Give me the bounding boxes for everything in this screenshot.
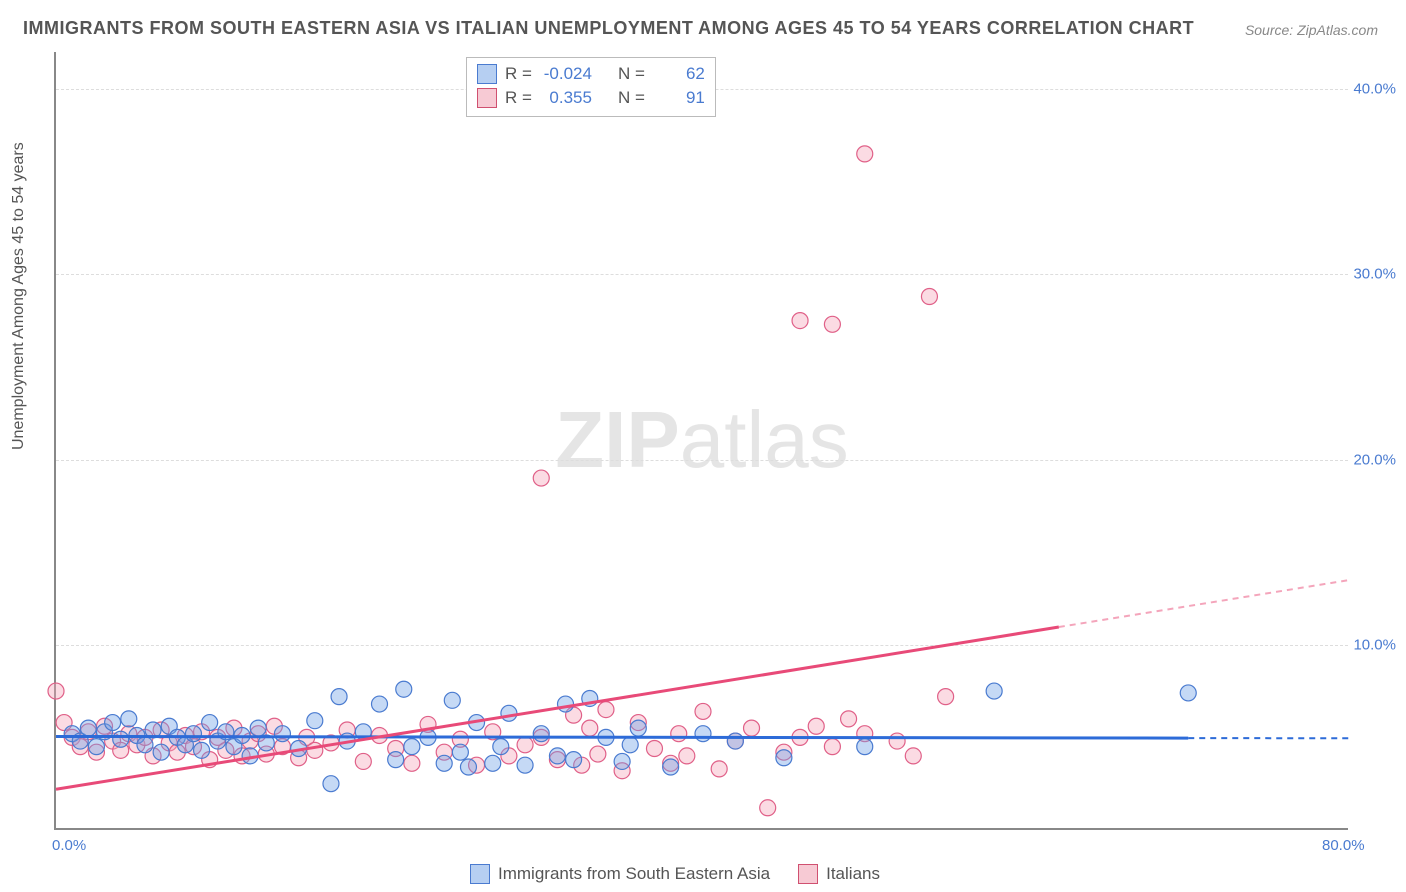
stat-r-val: -0.024 [540,62,592,86]
chart-title: IMMIGRANTS FROM SOUTH EASTERN ASIA VS IT… [23,18,1194,39]
x-tick-label: 0.0% [52,837,86,854]
swatch-pink-icon [477,88,497,108]
stat-n-val: 91 [653,86,705,110]
swatch-blue-icon [477,64,497,84]
stat-r-label: R = [505,86,532,110]
bottom-legend: Immigrants from South Eastern Asia Itali… [470,864,880,884]
stat-r-val: 0.355 [540,86,592,110]
y-tick-label: 40.0% [1352,81,1396,98]
y-tick-label: 20.0% [1352,451,1396,468]
y-tick-label: 30.0% [1352,266,1396,283]
stat-r-label: R = [505,62,532,86]
stats-row: R = -0.024 N = 62 [477,62,705,86]
stat-n-label: N = [618,62,645,86]
legend-label: Immigrants from South Eastern Asia [498,864,770,884]
stats-box: R = -0.024 N = 62 R = 0.355 N = 91 [466,57,716,117]
y-tick-label: 10.0% [1352,636,1396,653]
x-tick-label: 80.0% [1322,837,1365,854]
plot-area: ZIPatlas 10.0%20.0%30.0%40.0% 0.0%80.0% … [54,52,1348,830]
legend-item: Italians [798,864,880,884]
swatch-blue-icon [470,864,490,884]
y-axis-label: Unemployment Among Ages 45 to 54 years [10,142,28,450]
stat-n-label: N = [618,86,645,110]
stat-n-val: 62 [653,62,705,86]
stats-row: R = 0.355 N = 91 [477,86,705,110]
legend-item: Immigrants from South Eastern Asia [470,864,770,884]
scatter-svg [56,52,1348,828]
source-label: Source: ZipAtlas.com [1245,22,1378,38]
swatch-pink-icon [798,864,818,884]
legend-label: Italians [826,864,880,884]
